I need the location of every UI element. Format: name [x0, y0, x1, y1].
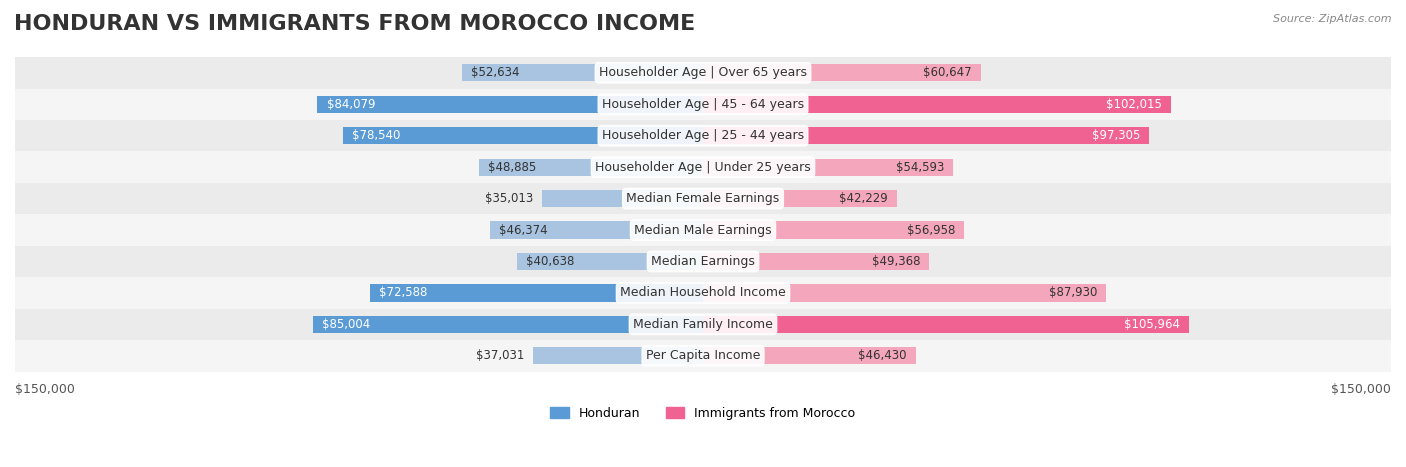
- Text: $56,958: $56,958: [907, 224, 955, 237]
- Text: $48,885: $48,885: [488, 161, 536, 174]
- Text: Householder Age | 45 - 64 years: Householder Age | 45 - 64 years: [602, 98, 804, 111]
- Bar: [15, 120, 1391, 151]
- Text: $78,540: $78,540: [352, 129, 401, 142]
- Bar: [15, 340, 1391, 372]
- Text: $72,588: $72,588: [380, 286, 427, 299]
- Bar: [703, 347, 915, 364]
- Text: Median Earnings: Median Earnings: [651, 255, 755, 268]
- Text: Median Household Income: Median Household Income: [620, 286, 786, 299]
- Text: HONDURAN VS IMMIGRANTS FROM MOROCCO INCOME: HONDURAN VS IMMIGRANTS FROM MOROCCO INCO…: [14, 14, 696, 34]
- Text: $35,013: $35,013: [485, 192, 533, 205]
- Text: $97,305: $97,305: [1091, 129, 1140, 142]
- Bar: [491, 221, 703, 239]
- Text: $54,593: $54,593: [896, 161, 945, 174]
- Text: $102,015: $102,015: [1107, 98, 1161, 111]
- Bar: [703, 96, 1171, 113]
- Text: Source: ZipAtlas.com: Source: ZipAtlas.com: [1274, 14, 1392, 24]
- Bar: [15, 277, 1391, 309]
- Text: $84,079: $84,079: [326, 98, 375, 111]
- Text: $150,000: $150,000: [15, 382, 75, 396]
- Text: $150,000: $150,000: [1331, 382, 1391, 396]
- Bar: [318, 96, 703, 113]
- Bar: [343, 127, 703, 144]
- Bar: [15, 57, 1391, 89]
- Bar: [703, 158, 953, 176]
- Text: $49,368: $49,368: [872, 255, 921, 268]
- Bar: [703, 316, 1189, 333]
- Bar: [15, 214, 1391, 246]
- Bar: [703, 127, 1149, 144]
- Bar: [15, 89, 1391, 120]
- Bar: [703, 221, 965, 239]
- Text: $85,004: $85,004: [322, 318, 371, 331]
- Text: $60,647: $60,647: [924, 66, 972, 79]
- Text: Householder Age | Over 65 years: Householder Age | Over 65 years: [599, 66, 807, 79]
- Bar: [314, 316, 703, 333]
- Text: Median Female Earnings: Median Female Earnings: [627, 192, 779, 205]
- Bar: [543, 190, 703, 207]
- Legend: Honduran, Immigrants from Morocco: Honduran, Immigrants from Morocco: [546, 402, 860, 425]
- Bar: [15, 309, 1391, 340]
- Text: $42,229: $42,229: [839, 192, 887, 205]
- Bar: [533, 347, 703, 364]
- Text: $46,430: $46,430: [858, 349, 907, 362]
- Text: Householder Age | Under 25 years: Householder Age | Under 25 years: [595, 161, 811, 174]
- Bar: [15, 183, 1391, 214]
- Bar: [15, 246, 1391, 277]
- Text: $46,374: $46,374: [499, 224, 548, 237]
- Text: Median Male Earnings: Median Male Earnings: [634, 224, 772, 237]
- Bar: [15, 151, 1391, 183]
- Bar: [479, 158, 703, 176]
- Bar: [703, 190, 897, 207]
- Bar: [516, 253, 703, 270]
- Text: Householder Age | 25 - 44 years: Householder Age | 25 - 44 years: [602, 129, 804, 142]
- Bar: [461, 64, 703, 81]
- Bar: [370, 284, 703, 302]
- Bar: [703, 284, 1107, 302]
- Text: $37,031: $37,031: [475, 349, 524, 362]
- Bar: [703, 64, 981, 81]
- Text: Per Capita Income: Per Capita Income: [645, 349, 761, 362]
- Text: $40,638: $40,638: [526, 255, 574, 268]
- Text: Median Family Income: Median Family Income: [633, 318, 773, 331]
- Text: $87,930: $87,930: [1049, 286, 1097, 299]
- Text: $105,964: $105,964: [1123, 318, 1180, 331]
- Bar: [703, 253, 929, 270]
- Text: $52,634: $52,634: [471, 66, 519, 79]
